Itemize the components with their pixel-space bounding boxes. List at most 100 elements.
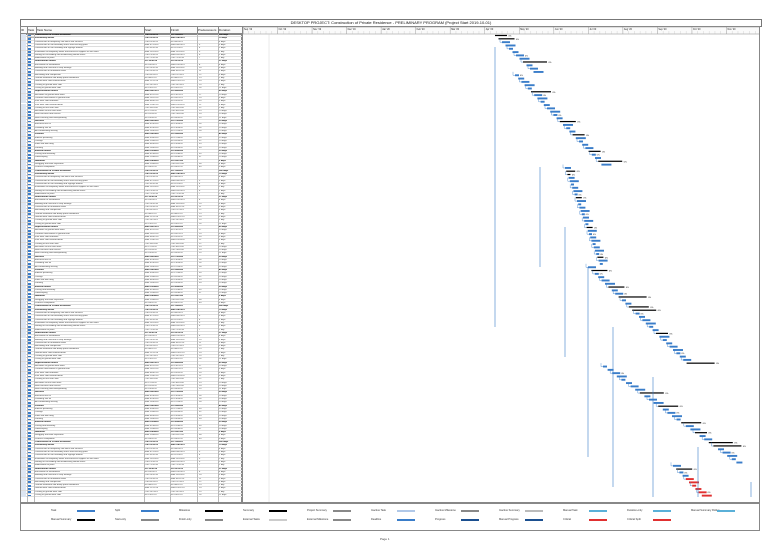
table-row[interactable]: Setting out of building and establishing… bbox=[21, 325, 243, 329]
table-row[interactable]: External Works Mon 01/06/20 Fri 26/06/20 20… bbox=[21, 421, 243, 425]
table-row[interactable]: Backfilling and compaction Tue 05/11/19 Th… bbox=[21, 73, 243, 77]
table-row[interactable]: Paving and driveway Mon 01/06/20 Fri 12/06… bbox=[21, 288, 243, 293]
table-row[interactable]: Preliminary Works Tue 01/10/19 Mon 14/10/1… bbox=[21, 37, 243, 41]
table-row[interactable]: Practical completion Fri 03/07/20 Fri 03/0… bbox=[21, 166, 243, 170]
table-row[interactable]: Construction of foundation walls Tue 29/1… bbox=[21, 477, 243, 481]
table-row[interactable]: Landscaping Mon 15/06/20 Fri 26/06/20 37 10 … bbox=[21, 156, 243, 160]
table-row[interactable]: Casting of ground floor slab Thu 14/11/19… bbox=[21, 490, 243, 495]
table-row[interactable]: Electrical first fix Mon 02/03/20 Fri 13/0… bbox=[21, 123, 243, 127]
table-row[interactable]: Superstructure Works Mon 02/12/19 Fri 28/0… bbox=[21, 225, 243, 230]
table-row[interactable]: Setting out of building and establishing… bbox=[21, 460, 243, 465]
table-row[interactable]: Setting out of building and establishing… bbox=[21, 189, 243, 193]
table-row[interactable]: First floor slab formwork Mon 06/01/20 Fri… bbox=[21, 100, 243, 104]
table-row[interactable]: Brickwork to first floor walls Fri 17/01/… bbox=[21, 110, 243, 114]
table-row[interactable]: Painting Mon 18/05/20 Fri 29/05/20 34 10 day… bbox=[21, 282, 243, 286]
table-row[interactable]: Casting of ground floor slab Thu 14/11/19… bbox=[21, 219, 243, 223]
table-row[interactable]: Curing of ground floor slab Fri 15/11/19 F… bbox=[21, 494, 243, 498]
table-row[interactable]: Blinding and concrete to strip footings T… bbox=[21, 67, 243, 71]
table-row[interactable]: Termite treatment and damp proof membran… bbox=[21, 348, 243, 352]
table-row[interactable]: Casting of first floor slab Thu 16/01/20 T… bbox=[21, 106, 243, 111]
table-row[interactable]: Services Mon 02/03/20 Fri 27/03/20 20 days bbox=[21, 391, 243, 395]
table-row[interactable]: Installation of temporary water and elec… bbox=[21, 457, 243, 461]
table-row[interactable]: Construction of site boundary fence and … bbox=[21, 451, 243, 455]
table-row[interactable]: Construction of temporary site office an… bbox=[21, 40, 243, 44]
table-row[interactable]: Snagging and final inspection Mon 29/06/2… bbox=[21, 163, 243, 167]
table-row[interactable]: Blinding and concrete to strip footings T… bbox=[21, 338, 243, 342]
table-row[interactable]: Curing of ground floor slab Fri 15/11/19 F… bbox=[21, 358, 243, 362]
table-row[interactable]: Columns and beams to ground floor Mon 16/… bbox=[21, 232, 243, 236]
table-row[interactable]: Services Mon 02/03/20 Fri 27/03/20 20 days bbox=[21, 120, 243, 124]
table-row[interactable]: Handover Mon 29/06/20 Fri 03/07/20 5 days bbox=[21, 159, 243, 164]
table-row[interactable]: Casting of first floor slab Thu 16/01/20 T… bbox=[21, 242, 243, 246]
table-row[interactable]: Installation of temporary water and elec… bbox=[21, 186, 243, 190]
table-row[interactable]: Construction of site boundary fence and … bbox=[21, 315, 243, 319]
table-row[interactable]: Roof covering and waterproofing Fri 14/02… bbox=[21, 252, 243, 256]
gantt-chart[interactable]: Sep '19 Oct '19 Nov '19 Dec '19 Jan '20 Feb '… bbox=[242, 26, 760, 503]
table-row[interactable]: Backfilling and compaction Tue 05/11/19 Th… bbox=[21, 480, 243, 485]
table-row[interactable]: Plumbing first fix Mon 02/03/20 Fri 13/03/… bbox=[21, 262, 243, 266]
table-row[interactable]: Snagging and final inspection Mon 29/06/2… bbox=[21, 434, 243, 438]
table-row[interactable]: Preliminary Works Tue 01/10/19 Mon 14/10/1… bbox=[21, 444, 243, 448]
table-row[interactable]: Internal plastering Mon 30/03/20 Fri 17/04… bbox=[21, 272, 243, 276]
table-row[interactable]: Installation of temporary water and elec… bbox=[21, 50, 243, 54]
table-row[interactable]: Termite treatment and damp proof membran… bbox=[21, 212, 243, 217]
table-row[interactable]: Roof covering and waterproofing Fri 14/02… bbox=[21, 388, 243, 392]
table-row[interactable]: Construction of foundation walls Tue 29/1… bbox=[21, 70, 243, 74]
table-row[interactable]: Painting Mon 18/05/20 Fri 29/05/20 34 10 day… bbox=[21, 417, 243, 422]
table-row[interactable]: Roof structure and trusses Fri 31/01/20 Th… bbox=[21, 384, 243, 389]
table-row[interactable]: Construction of Private Residence Tue 01/… bbox=[21, 441, 243, 445]
table-row[interactable]: Brickwork to ground floor walls Mon 02/12… bbox=[21, 364, 243, 369]
table-row[interactable]: Painting Mon 18/05/20 Fri 29/05/20 34 10 day… bbox=[21, 146, 243, 150]
table-row[interactable]: Construction of Private Residence Tue 01/… bbox=[21, 305, 243, 309]
table-row[interactable]: Air conditioning ducting Mon 16/03/20 Fri … bbox=[21, 401, 243, 405]
table-row[interactable]: Construction of temporary site office an… bbox=[21, 176, 243, 180]
table-row[interactable]: Floor and wall tiling Mon 04/05/20 Fri 15/… bbox=[21, 278, 243, 283]
table-row[interactable]: Landscaping Mon 15/06/20 Fri 26/06/20 37 10 … bbox=[21, 427, 243, 432]
table-row[interactable]: Finishes Mon 30/03/20 Fri 29/05/20 45 days bbox=[21, 269, 243, 273]
table-row[interactable]: Plumbing first fix Mon 02/03/20 Fri 13/03/… bbox=[21, 398, 243, 402]
table-row[interactable]: Finishes Mon 30/03/20 Fri 29/05/20 45 days bbox=[21, 133, 243, 137]
table-row[interactable]: Excavation of foundations Fri 18/10/19 Wed… bbox=[21, 199, 243, 203]
table-row[interactable]: Ground floor slab reinforcement Mon 11/11… bbox=[21, 351, 243, 356]
table-row[interactable]: Ceilings Mon 20/04/20 Fri 01/05/20 32 10 day… bbox=[21, 139, 243, 144]
table-row[interactable]: Setting out of building and establishing… bbox=[21, 53, 243, 58]
table-row[interactable]: Construction of site boundary fence and … bbox=[21, 43, 243, 48]
table-row[interactable]: Ceilings Mon 20/04/20 Fri 01/05/20 32 10 day… bbox=[21, 411, 243, 415]
table-row[interactable]: Construction of site hoarding and signag… bbox=[21, 182, 243, 187]
table-row[interactable]: Brickwork to ground floor walls Mon 02/12… bbox=[21, 229, 243, 233]
table-row[interactable]: Brickwork to first floor walls Fri 17/01/… bbox=[21, 381, 243, 385]
table-row[interactable]: Construction of site hoarding and signag… bbox=[21, 47, 243, 51]
table-row[interactable]: Termite treatment and damp proof membran… bbox=[21, 484, 243, 488]
table-row[interactable]: Installation of temporary water and elec… bbox=[21, 321, 243, 326]
table-row[interactable]: Snagging and final inspection Mon 29/06/2… bbox=[21, 298, 243, 303]
table-row[interactable]: Landscaping Mon 15/06/20 Fri 26/06/20 37 10 … bbox=[21, 292, 243, 296]
table-row[interactable]: Ground floor slab reinforcement Mon 11/11… bbox=[21, 216, 243, 220]
table-row[interactable]: Columns and beams to ground floor Mon 16/… bbox=[21, 96, 243, 101]
table-row[interactable]: Backfilling and compaction Tue 05/11/19 Th… bbox=[21, 209, 243, 213]
table-row[interactable]: Substructure Works Fri 18/10/19 Fri 29/11/… bbox=[21, 60, 243, 64]
table-row[interactable]: External Works Mon 01/06/20 Fri 26/06/20 20… bbox=[21, 285, 243, 289]
table-row[interactable]: Curing of ground floor slab Fri 15/11/19 F… bbox=[21, 222, 243, 226]
table-row[interactable]: Air conditioning ducting Mon 16/03/20 Fri … bbox=[21, 265, 243, 269]
table-row[interactable]: Plumbing first fix Mon 02/03/20 Fri 13/03/… bbox=[21, 126, 243, 130]
table-row[interactable]: Roof covering and waterproofing Fri 14/02… bbox=[21, 116, 243, 121]
table-row[interactable]: Construction of site hoarding and signag… bbox=[21, 318, 243, 322]
table-row[interactable]: Roof structure and trusses Fri 31/01/20 Th… bbox=[21, 249, 243, 253]
table-row[interactable]: Casting of ground floor slab Thu 14/11/19… bbox=[21, 355, 243, 359]
table-row[interactable]: Floor and wall tiling Mon 04/05/20 Fri 15/… bbox=[21, 143, 243, 147]
table-row[interactable]: Electrical first fix Mon 02/03/20 Fri 13/0… bbox=[21, 259, 243, 263]
table-row[interactable]: First floor slab formwork Mon 06/01/20 Fri… bbox=[21, 371, 243, 375]
table-row[interactable]: Construction of Private Residence Tue 01/… bbox=[21, 34, 243, 38]
table-row[interactable]: Blinding and concrete to strip footings T… bbox=[21, 474, 243, 478]
table-row[interactable]: Services Mon 02/03/20 Fri 27/03/20 20 days bbox=[21, 255, 243, 260]
table-row[interactable]: Ground floor slab reinforcement Mon 11/11… bbox=[21, 80, 243, 84]
table-row[interactable]: Superstructure Works Mon 02/12/19 Fri 28/0… bbox=[21, 90, 243, 94]
table-row[interactable]: Construction of site hoarding and signag… bbox=[21, 454, 243, 458]
table-row[interactable]: Practical completion Fri 03/07/20 Fri 03/0… bbox=[21, 302, 243, 306]
table-row[interactable]: Excavation of foundations Fri 18/10/19 Wed… bbox=[21, 470, 243, 475]
table-row[interactable]: Ceilings Mon 20/04/20 Fri 01/05/20 32 10 day… bbox=[21, 275, 243, 279]
table-row[interactable]: Brickwork to ground floor walls Mon 02/12… bbox=[21, 93, 243, 97]
table-row[interactable]: Blinding and concrete to strip footings T… bbox=[21, 202, 243, 207]
table-row[interactable]: Columns and beams to ground floor Mon 16/… bbox=[21, 368, 243, 372]
table-row[interactable]: Substructure Works Fri 18/10/19 Fri 29/11/… bbox=[21, 331, 243, 336]
